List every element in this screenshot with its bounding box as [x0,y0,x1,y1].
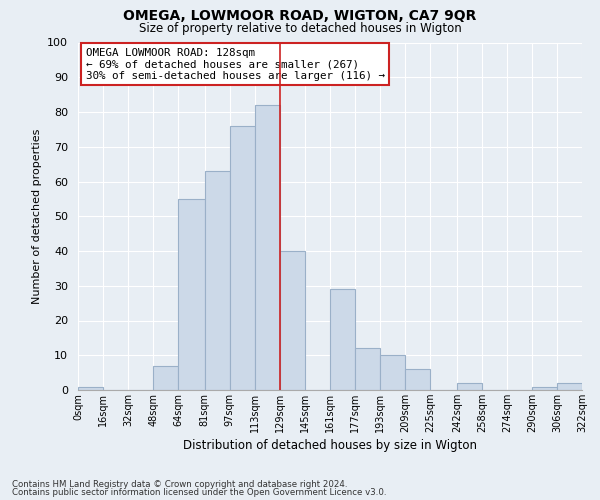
Bar [405,369,430,390]
Bar [153,366,178,390]
Text: OMEGA, LOWMOOR ROAD, WIGTON, CA7 9QR: OMEGA, LOWMOOR ROAD, WIGTON, CA7 9QR [124,9,476,23]
Text: OMEGA LOWMOOR ROAD: 128sqm
← 69% of detached houses are smaller (267)
30% of sem: OMEGA LOWMOOR ROAD: 128sqm ← 69% of deta… [86,48,385,81]
Bar [205,171,230,390]
Bar [380,355,405,390]
Bar [280,251,305,390]
X-axis label: Distribution of detached houses by size in Wigton: Distribution of detached houses by size … [183,439,477,452]
Bar [457,383,482,390]
Y-axis label: Number of detached properties: Number of detached properties [32,128,42,304]
Text: Contains HM Land Registry data © Crown copyright and database right 2024.: Contains HM Land Registry data © Crown c… [12,480,347,489]
Bar [557,383,582,390]
Bar [355,348,380,390]
Bar [255,105,280,390]
Bar [330,289,355,390]
Bar [178,199,205,390]
Bar [78,386,103,390]
Text: Contains public sector information licensed under the Open Government Licence v3: Contains public sector information licen… [12,488,386,497]
Text: Size of property relative to detached houses in Wigton: Size of property relative to detached ho… [139,22,461,35]
Bar [230,126,255,390]
Bar [532,386,557,390]
